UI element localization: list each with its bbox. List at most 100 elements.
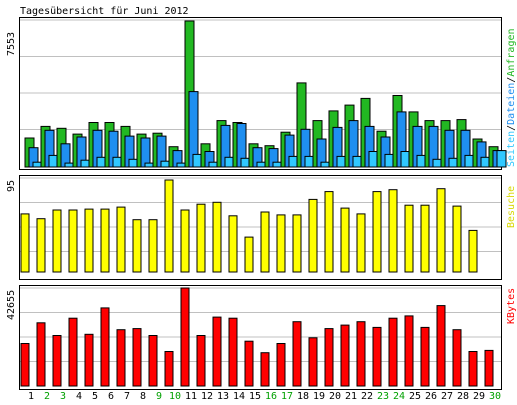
- chart-title: Tagesübersicht für Juni 2012: [20, 6, 189, 17]
- x-tick-label-day-8: 8: [140, 391, 146, 402]
- x-tick-label-day-21: 21: [345, 391, 357, 402]
- bar-besuche-day-21: [340, 207, 350, 273]
- x-tick-label-day-12: 12: [201, 391, 213, 402]
- x-tick-label-day-2: 2: [44, 391, 50, 402]
- bar-kbytes-day-26: [420, 326, 430, 387]
- bar-kbytes-day-10: [164, 351, 174, 387]
- x-axis-labels: 1 2 3 4 5 6 7 8 9 10 11 12 13 14 15 16 17 18 19 20 21 22 23 24 2…: [28, 391, 501, 402]
- bar-besuche-day-23: [372, 191, 382, 273]
- bar-besuche-day-11: [180, 209, 190, 273]
- legend-seiten: Seiten: [506, 131, 517, 167]
- bar-kbytes-day-15: [244, 340, 254, 387]
- visits-bars: [20, 179, 478, 273]
- bar-besuche-day-10: [164, 179, 174, 273]
- bar-kbytes-day-7: [116, 329, 126, 387]
- x-tick-label-day-25: 25: [409, 391, 421, 402]
- x-tick-label-day-17: 17: [281, 391, 293, 402]
- x-tick-label-day-5: 5: [92, 391, 98, 402]
- bar-kbytes-day-6: [100, 307, 110, 387]
- bar-besuche-day-29: [468, 229, 478, 273]
- visits-panel-frame: [19, 175, 502, 280]
- bar-kbytes-day-28: [452, 329, 462, 387]
- bar-kbytes-day-23: [372, 326, 382, 387]
- bar-besuche-day-24: [388, 189, 398, 273]
- x-tick-label-day-19: 19: [313, 391, 325, 402]
- bar-kbytes-day-16: [260, 352, 270, 387]
- legend-besuche: Besuche: [506, 186, 517, 228]
- x-tick-label-day-29: 29: [473, 391, 485, 402]
- bar-kbytes-day-29: [468, 351, 478, 387]
- hits-panel-frame: [19, 17, 502, 170]
- bar-besuche-day-8: [132, 219, 142, 273]
- visits-ymax-label: 95: [6, 180, 17, 192]
- bar-kbytes-day-30: [484, 349, 494, 387]
- bar-besuche-day-18: [292, 214, 302, 273]
- bar-kbytes-day-20: [324, 328, 334, 387]
- bar-besuche-day-1: [20, 213, 30, 273]
- bar-besuche-day-14: [228, 215, 238, 273]
- hits-bars: [24, 20, 507, 168]
- x-tick-label-day-10: 10: [169, 391, 181, 402]
- x-tick-label-day-4: 4: [76, 391, 82, 402]
- hits-legend: Seiten/Dateien/Anfragen: [506, 28, 517, 167]
- bar-kbytes-day-8: [132, 328, 142, 387]
- legend-anfragen: Anfragen: [506, 28, 517, 76]
- x-tick-label-day-7: 7: [124, 391, 130, 402]
- legend-dateien: Dateien: [506, 83, 517, 125]
- svg-text:Seiten/Dateien/Anfragen: Seiten/Dateien/Anfragen: [506, 28, 517, 167]
- bar-besuche-day-2: [36, 218, 46, 273]
- bar-besuche-day-7: [116, 206, 126, 273]
- bar-kbytes-day-5: [84, 333, 94, 387]
- bar-kbytes-day-24: [388, 317, 398, 387]
- bar-kbytes-day-21: [340, 324, 350, 387]
- x-tick-label-day-23: 23: [377, 391, 389, 402]
- bar-besuche-day-15: [244, 236, 254, 273]
- bar-besuche-day-13: [212, 201, 222, 273]
- x-tick-label-day-27: 27: [441, 391, 453, 402]
- x-tick-label-day-13: 13: [217, 391, 229, 402]
- bar-besuche-day-22: [356, 213, 366, 273]
- x-tick-label-day-30: 30: [489, 391, 501, 402]
- bar-besuche-day-26: [420, 204, 430, 273]
- bar-kbytes-day-11: [180, 287, 190, 387]
- bar-besuche-day-27: [436, 188, 446, 273]
- legend-separator-2: /: [506, 77, 517, 83]
- bar-besuche-day-5: [84, 208, 94, 273]
- x-tick-label-day-18: 18: [297, 391, 309, 402]
- x-tick-label-day-24: 24: [393, 391, 405, 402]
- bar-kbytes-day-3: [52, 335, 62, 387]
- bar-kbytes-day-13: [212, 316, 222, 387]
- bar-kbytes-day-22: [356, 321, 366, 387]
- bar-kbytes-day-9: [148, 335, 158, 387]
- bar-kbytes-day-19: [308, 337, 318, 387]
- x-tick-label-day-28: 28: [457, 391, 469, 402]
- x-tick-label-day-9: 9: [156, 391, 162, 402]
- bar-besuche-day-17: [276, 214, 286, 273]
- hits-ymax-label: 7553: [6, 32, 17, 56]
- kbytes-ymax-label: 42655: [6, 290, 17, 320]
- x-tick-label-day-22: 22: [361, 391, 373, 402]
- bar-besuche-day-16: [260, 211, 270, 273]
- bar-kbytes-day-25: [404, 315, 414, 387]
- legend-kbytes: KBytes: [506, 288, 517, 324]
- bar-kbytes-day-14: [228, 317, 238, 387]
- bar-kbytes-day-18: [292, 321, 302, 387]
- bar-besuche-day-12: [196, 203, 206, 273]
- bar-kbytes-day-2: [36, 322, 46, 387]
- bar-besuche-day-4: [68, 209, 78, 273]
- bar-besuche-day-3: [52, 209, 62, 273]
- bar-kbytes-day-1: [20, 343, 30, 387]
- bar-besuche-day-6: [100, 208, 110, 273]
- bar-besuche-day-20: [324, 191, 334, 273]
- x-tick-label-day-1: 1: [28, 391, 34, 402]
- x-tick-label-day-16: 16: [265, 391, 277, 402]
- bar-besuche-day-9: [148, 219, 158, 273]
- bar-besuche-day-28: [452, 205, 462, 273]
- bar-besuche-day-19: [308, 198, 318, 273]
- x-tick-label-day-20: 20: [329, 391, 341, 402]
- bar-besuche-day-25: [404, 204, 414, 273]
- bar-seiten-day-30: [496, 150, 507, 168]
- bar-kbytes-day-17: [276, 343, 286, 387]
- legend-separator-1: /: [506, 125, 517, 131]
